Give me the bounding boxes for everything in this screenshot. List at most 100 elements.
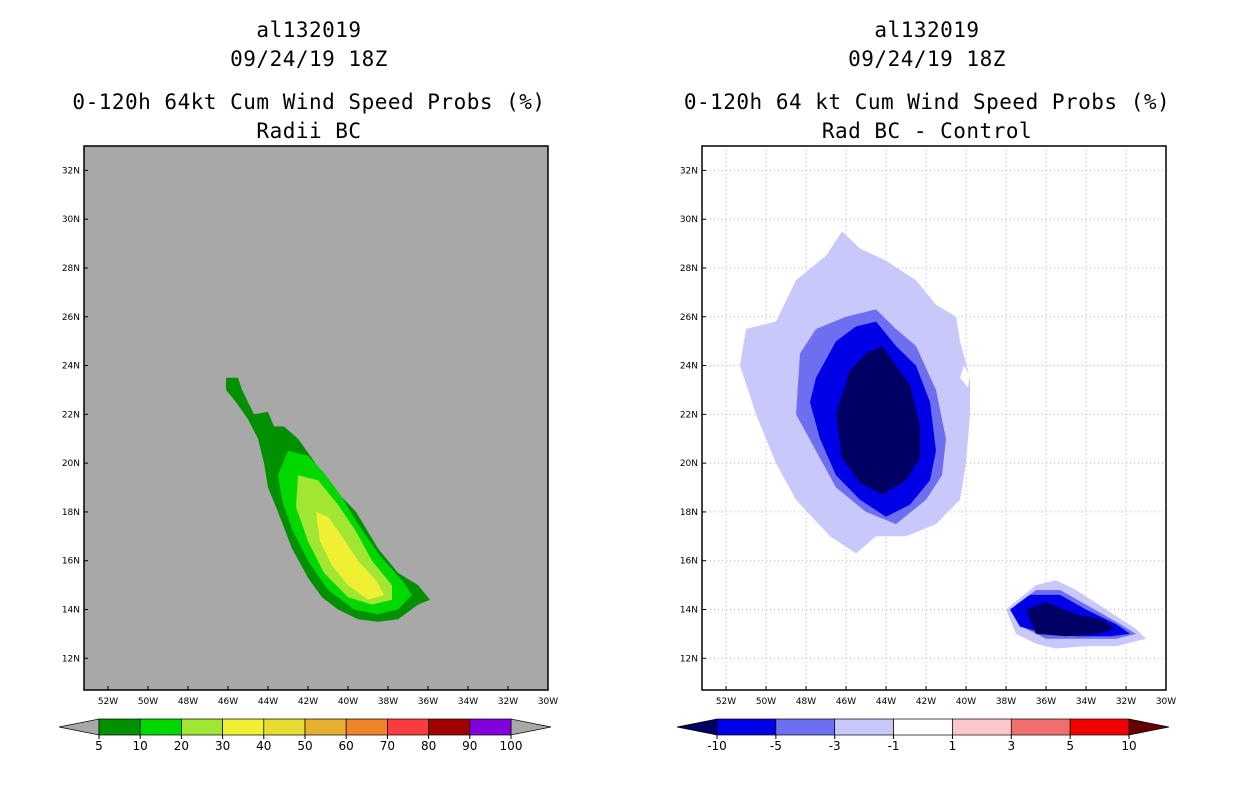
colorbar-label: 40 — [256, 739, 271, 753]
panel-radii-bc: al132019 09/24/19 18Z 0-120h 64kt Cum Wi… — [58, 18, 558, 753]
colorbar-label: 5 — [1066, 739, 1074, 753]
x-tick-label: 48W — [178, 697, 198, 707]
storm-id: al132019 — [874, 18, 980, 42]
colorbar-swatch — [469, 718, 512, 736]
x-tick-label: 50W — [756, 697, 776, 707]
colorbar-label: -3 — [829, 739, 841, 753]
colorbar-swatch — [345, 718, 388, 736]
x-tick-label: 42W — [916, 697, 936, 707]
contour-30 — [316, 511, 384, 600]
x-tick-label: 50W — [138, 697, 158, 707]
x-tick-label: 44W — [876, 697, 896, 707]
x-tick-label: 46W — [836, 697, 856, 707]
datetime: 09/24/19 18Z — [230, 47, 388, 71]
y-tick-label: 28N — [62, 264, 80, 274]
y-tick-label: 22N — [680, 410, 698, 420]
colorbar-swatch — [387, 718, 429, 736]
colorbar-label: 100 — [500, 739, 523, 753]
y-tick-label: 14N — [680, 605, 698, 615]
y-tick-label: 16N — [680, 557, 698, 567]
colorbar-label: 70 — [380, 739, 395, 753]
contour-neg10 — [836, 346, 920, 495]
colorbar-under-triangle — [58, 718, 100, 736]
colorbar-label: 30 — [215, 739, 230, 753]
colorbar-label: 20 — [174, 739, 189, 753]
datetime: 09/24/19 18Z — [848, 47, 1006, 71]
colorbar-swatch — [952, 718, 1012, 736]
x-tick-label: 34W — [458, 697, 478, 707]
colorbar-label: 50 — [297, 739, 312, 753]
colorbar-label: 60 — [339, 739, 354, 753]
y-tick-label: 30N — [680, 215, 698, 225]
x-tick-label: 32W — [1116, 697, 1136, 707]
y-tick-label: 32N — [62, 166, 80, 176]
y-tick-label: 22N — [62, 410, 80, 420]
x-tick-label: 44W — [258, 697, 278, 707]
x-tick-label: 52W — [716, 697, 736, 707]
chart-subtitle: Radii BC — [256, 119, 362, 143]
map-plot-radii-bc: 52W 50W 48W 46W 44W 42W 40W 38W 36W 34W 32W 30W 12N 1… — [58, 145, 558, 753]
x-tick-label: 36W — [1036, 697, 1056, 707]
colorbar-over-triangle — [1128, 718, 1170, 736]
colorbar-label: 90 — [462, 739, 477, 753]
chart-title: 0-120h 64kt Cum Wind Speed Probs (%) — [72, 90, 546, 114]
x-tick-label: 34W — [1076, 697, 1096, 707]
x-tick-label: 42W — [298, 697, 318, 707]
y-tick-label: 18N — [680, 508, 698, 518]
plot-frame — [83, 145, 549, 691]
x-tick-label: 46W — [218, 697, 238, 707]
colorbar-label: 10 — [133, 739, 148, 753]
colorbar-label: 3 — [1007, 739, 1015, 753]
colorbar-label: -10 — [707, 739, 727, 753]
colorbar-label: 5 — [95, 739, 103, 753]
contour-neg10 — [1026, 602, 1114, 637]
x-tick-label: 30W — [538, 697, 558, 707]
colorbar-swatch — [139, 718, 182, 736]
colorbar-label: 10 — [1121, 739, 1136, 753]
y-tick-label: 24N — [680, 362, 698, 372]
colorbar-label: 1 — [949, 739, 957, 753]
y-tick-label: 26N — [62, 313, 80, 323]
x-tick-label: 38W — [378, 697, 398, 707]
map-plot-rad-bc-control: 52W 50W 48W 46W 44W 42W 40W 38W 36W 34W 32W 30W 12N 1… — [676, 145, 1176, 753]
x-tick-label: 30W — [1156, 697, 1176, 707]
colorbar-label: -1 — [888, 739, 900, 753]
y-tick-label: 26N — [680, 313, 698, 323]
colorbar-label: 80 — [421, 739, 436, 753]
y-tick-label: 30N — [62, 215, 80, 225]
x-tick-label: 52W — [98, 697, 118, 707]
y-tick-label: 18N — [62, 508, 80, 518]
colorbar-swatch — [1010, 718, 1071, 736]
colorbar-swatch — [1069, 718, 1130, 736]
colorbar-over-triangle — [510, 718, 552, 736]
x-tick-label: 48W — [796, 697, 816, 707]
colorbar-under-triangle — [676, 718, 718, 736]
colorbar-swatch — [98, 718, 141, 736]
y-tick-label: 28N — [680, 264, 698, 274]
contour-1 — [960, 365, 970, 388]
colorbar-swatch — [893, 718, 953, 736]
y-tick-label: 12N — [62, 654, 80, 664]
x-tick-label: 36W — [418, 697, 438, 707]
colorbar-swatch — [263, 718, 306, 736]
y-tick-label: 20N — [62, 459, 80, 469]
colorbar-swatch — [834, 718, 894, 736]
plot-background — [84, 146, 548, 690]
y-tick-label: 32N — [680, 166, 698, 176]
plot-frame — [701, 145, 1167, 691]
colorbar-swatch — [181, 718, 223, 736]
colorbar-swatch — [716, 718, 777, 736]
storm-id: al132019 — [256, 18, 362, 42]
colorbar-swatch — [428, 718, 471, 736]
x-tick-label: 32W — [498, 697, 518, 707]
y-tick-label: 14N — [62, 605, 80, 615]
y-tick-label: 16N — [62, 557, 80, 567]
colorbar-label: -5 — [770, 739, 782, 753]
x-tick-label: 40W — [338, 697, 358, 707]
x-tick-label: 40W — [956, 697, 976, 707]
colorbar-swatch — [304, 718, 347, 736]
panel-rad-bc-control: al132019 09/24/19 18Z 0-120h 64 kt Cum W… — [618, 0, 1236, 800]
y-tick-label: 12N — [680, 654, 698, 664]
y-tick-label: 24N — [62, 362, 80, 372]
colorbar-swatch — [222, 718, 265, 736]
